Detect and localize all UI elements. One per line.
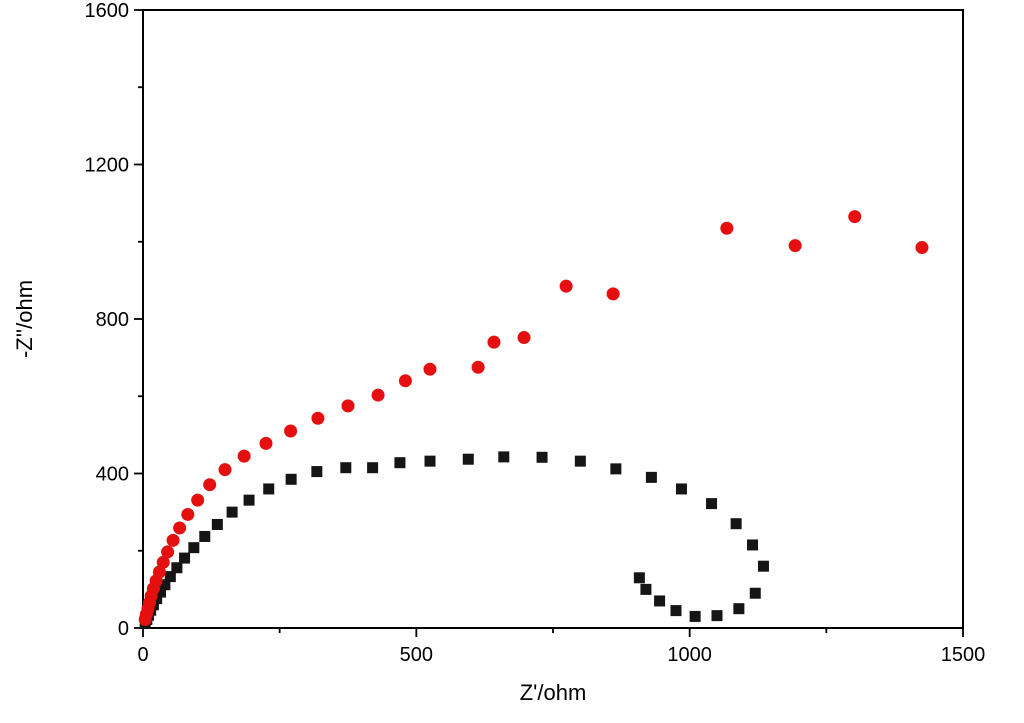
black-squares-marker <box>424 455 436 467</box>
black-squares-marker <box>211 518 223 530</box>
y-tick-label: 1600 <box>85 0 130 22</box>
black-squares-marker <box>263 483 275 495</box>
red-circles-marker <box>203 478 217 492</box>
red-circles-marker <box>166 533 180 547</box>
red-circles-marker <box>237 449 251 463</box>
black-squares-marker <box>536 451 548 463</box>
red-circles-marker <box>559 279 573 293</box>
x-axis-title: Z'/ohm <box>520 680 587 705</box>
black-squares-marker <box>462 453 474 465</box>
black-squares-marker <box>689 610 701 622</box>
black-squares-marker <box>633 572 645 584</box>
y-tick-label: 0 <box>118 618 129 640</box>
x-tick-label: 1000 <box>667 644 712 666</box>
y-tick-label: 400 <box>96 464 129 486</box>
red-circles-marker <box>788 239 802 253</box>
black-squares-marker <box>733 603 745 615</box>
red-circles-marker <box>284 424 298 438</box>
red-circles-marker <box>606 287 620 301</box>
black-squares-marker <box>749 587 761 599</box>
black-squares-marker <box>640 583 652 595</box>
black-squares-marker <box>654 595 666 607</box>
plot-frame <box>142 9 964 629</box>
black-squares-marker <box>711 610 723 622</box>
red-circles-marker <box>423 362 437 376</box>
red-circles-marker <box>915 241 929 255</box>
red-circles-marker <box>161 545 175 559</box>
black-squares-marker <box>670 605 682 617</box>
red-circles-marker <box>487 335 501 349</box>
black-squares-marker <box>706 498 718 510</box>
y-tick-label: 800 <box>96 309 129 331</box>
black-squares-marker <box>645 471 657 483</box>
x-tick-label: 1500 <box>941 644 986 666</box>
red-circles-marker <box>218 463 232 477</box>
black-squares-marker <box>757 560 769 572</box>
black-squares-marker <box>340 462 352 474</box>
red-circles-marker <box>371 388 385 402</box>
y-axis-title: -Z''/ohm <box>12 280 37 358</box>
red-circles-marker <box>156 555 170 569</box>
chart-layer: 0 500 1000 1500 0 400 800 1200 1600 <box>85 0 986 666</box>
red-circles-marker <box>311 411 325 425</box>
black-squares-marker <box>159 579 171 591</box>
black-squares-marker <box>311 466 323 478</box>
black-squares-marker <box>179 552 191 564</box>
black-squares-marker <box>574 455 586 467</box>
black-squares-marker <box>747 539 759 551</box>
y-tick-label: 1200 <box>85 155 130 177</box>
black-squares-marker <box>394 457 406 469</box>
black-squares-marker <box>171 562 183 574</box>
black-squares-marker <box>243 494 255 506</box>
x-tick-label: 0 <box>137 644 148 666</box>
red-circles-marker <box>259 436 273 450</box>
black-squares-marker <box>730 518 742 530</box>
red-circles-marker <box>341 399 355 413</box>
x-tick-label: 500 <box>400 644 433 666</box>
black-squares-marker <box>226 506 238 518</box>
black-squares-marker <box>367 462 379 474</box>
red-circles-marker <box>191 493 205 507</box>
black-squares-marker <box>610 463 622 475</box>
red-circles-marker <box>517 331 531 345</box>
black-squares-marker <box>675 483 687 495</box>
black-squares-marker <box>199 530 211 542</box>
black-squares-marker <box>188 542 200 554</box>
red-circles-marker <box>398 374 412 388</box>
black-squares-marker <box>154 586 166 598</box>
black-squares-marker <box>164 571 176 583</box>
red-circles-marker <box>181 507 195 521</box>
red-circles-marker <box>720 221 734 235</box>
red-circles-marker <box>471 360 485 374</box>
black-squares-marker <box>498 451 510 463</box>
red-circles-marker <box>173 521 187 535</box>
black-squares-marker <box>285 473 297 485</box>
red-circles-marker <box>848 210 862 224</box>
